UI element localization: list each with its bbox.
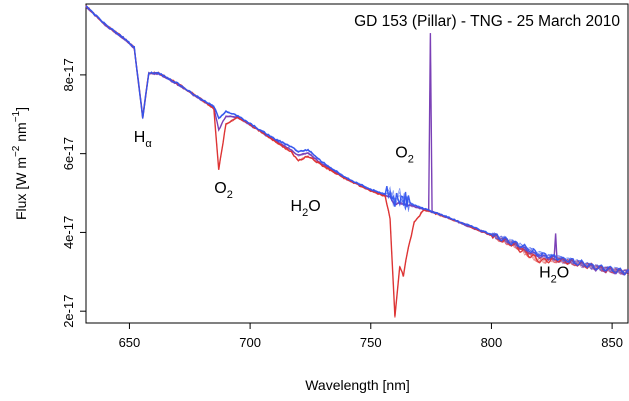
y-tick-label-6e-17: 6e-17	[61, 137, 76, 170]
annotation-h2o-720: H2O	[291, 198, 321, 219]
series-1-trace-2	[85, 6, 629, 275]
x-tick-label-850: 850	[601, 335, 623, 350]
y-label-prefix: Flux [W m	[13, 157, 29, 220]
annotation-h-alpha: Hα	[134, 129, 153, 150]
y-tick-label-8e-17: 8e-17	[61, 58, 76, 91]
y-label-exp2: −1	[11, 110, 22, 122]
x-tick-label-700: 700	[239, 335, 261, 350]
series-1-trace-3	[85, 5, 629, 274]
chart-title: GD 153 (Pillar) - TNG - 25 March 2010	[354, 13, 620, 30]
series-2-trace-3	[85, 6, 629, 276]
y-tick-label-4e-17: 4e-17	[61, 216, 76, 249]
y-axis: 2e-17 4e-17 6e-17 8e-17	[61, 58, 86, 328]
y-axis-label: Flux [W m−2 nm−1]	[11, 107, 29, 220]
x-tick-label-750: 750	[360, 335, 382, 350]
y-label-suffix: ]	[13, 107, 29, 111]
series-layer	[85, 4, 629, 318]
x-axis-label: Wavelength [nm]	[305, 377, 410, 393]
series-1-trace-0	[85, 5, 629, 276]
x-axis: 650 700 750 800 850	[119, 323, 623, 350]
x-tick-label-650: 650	[119, 335, 141, 350]
series-2-trace-0	[85, 6, 629, 276]
series-2-trace-1	[85, 6, 629, 276]
series-1-trace-1	[85, 5, 629, 274]
plot-frame	[85, 3, 629, 324]
annotation-o2-687: O2	[214, 180, 233, 201]
y-label-mid: nm	[13, 122, 29, 145]
annotation-o2-763: O2	[395, 145, 414, 166]
y-tick-label-2e-17: 2e-17	[61, 295, 76, 328]
plot-area: Hα O2 H2O O2 H2O GD 153 (Pillar) - TNG - 25 …	[85, 3, 629, 324]
series-2-trace-2	[85, 7, 629, 275]
annotation-h2o-828: H2O	[539, 265, 569, 286]
annotation-layer: Hα O2 H2O O2 H2O	[134, 129, 570, 286]
x-tick-label-800: 800	[481, 335, 503, 350]
y-label-exp1: −2	[11, 145, 22, 157]
